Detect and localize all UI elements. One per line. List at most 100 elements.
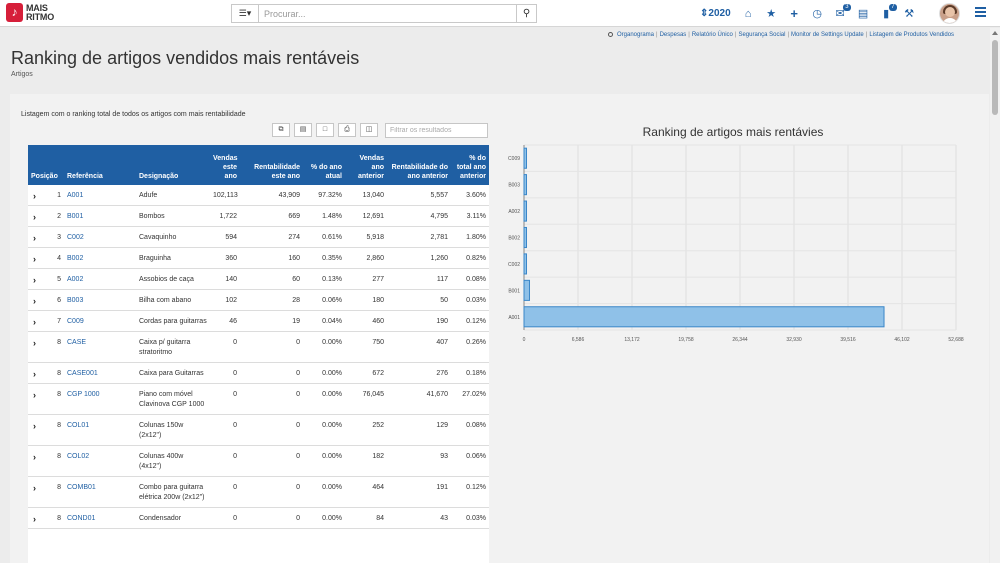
row-referencia-link[interactable]: B001 — [67, 213, 84, 220]
expand-row-icon[interactable]: › — [33, 275, 36, 285]
menu-icon[interactable] — [975, 7, 986, 19]
ranking-table-container[interactable]: Posição Referência Designação Vendas est… — [28, 145, 489, 563]
home-icon[interactable]: ⌂ — [744, 7, 752, 20]
row-referencia-link[interactable]: COMB01 — [67, 484, 96, 491]
expand-row-icon[interactable]: › — [33, 369, 36, 379]
row-referencia-link[interactable]: COL01 — [67, 422, 90, 429]
col-header-referencia[interactable]: Referência — [64, 145, 136, 185]
table-row[interactable]: › 5 A002 Assobios de caça 140 60 0.13% 277 117 0.… — [28, 268, 489, 290]
col-header-posicao[interactable]: Posição — [28, 145, 64, 185]
row-designacao: Colunas 400w (4x12") — [139, 453, 184, 470]
search-icon[interactable]: ⚲ — [516, 5, 536, 22]
expand-row-icon[interactable]: › — [33, 338, 36, 348]
table-row[interactable]: › 8 CGP 1000 Piano com móvel Clavinova CGP … — [28, 383, 489, 415]
chart-bar[interactable] — [523, 174, 527, 196]
quick-link[interactable]: Organograma — [617, 32, 655, 38]
expand-row-icon[interactable]: › — [33, 254, 36, 264]
row-referencia-link[interactable]: C009 — [67, 318, 84, 325]
expand-row-icon[interactable]: › — [33, 191, 36, 201]
calendar-icon[interactable]: ▤ — [857, 7, 869, 20]
search-scope-dropdown[interactable]: ☰▾ — [232, 5, 259, 22]
filter-input[interactable] — [385, 123, 488, 138]
quick-link[interactable]: Monitor de Settings Update — [791, 32, 864, 38]
row-referencia-link[interactable]: COND01 — [67, 515, 96, 522]
table-row[interactable]: › 7 C009 Cordas para guitarras 46 19 0.04% 460 1… — [28, 310, 489, 332]
table-row[interactable]: › 8 COL02 Colunas 400w (4x12") 0 0 0.00% 182 93 0… — [28, 445, 489, 477]
expand-row-icon[interactable]: › — [33, 317, 36, 327]
clock-icon[interactable]: ◷ — [812, 7, 822, 20]
table-row[interactable]: › 8 COL01 Colunas 150w (2x12") 0 0 0.00% 252 129… — [28, 414, 489, 446]
chart-bar[interactable] — [523, 306, 885, 328]
table-row[interactable]: › 4 B002 Braguinha 360 160 0.35% 2,860 1,260 0.82… — [28, 247, 489, 269]
table-row[interactable]: › 8 COND01 Condensador 0 0 0.00% 84 43 0.03% — [28, 507, 489, 529]
expand-row-icon[interactable]: › — [33, 452, 36, 462]
print-icon[interactable]: ⎙ — [338, 123, 356, 137]
table-row[interactable]: › 8 CASE Caixa p/ guitarra stratoritmo 0 0 0.0… — [28, 331, 489, 363]
breadcrumb[interactable]: Artigos — [11, 71, 33, 78]
table-row[interactable]: › 8 COMB01 Combo para guitarra elétrica 200… — [28, 476, 489, 508]
row-designacao: Cavaquinho — [139, 234, 177, 241]
row-pct-anterior: 0.08% — [466, 422, 486, 429]
col-header-pct-atual[interactable]: % do ano atual — [303, 145, 345, 185]
app-logo[interactable]: ♪ MAIS RITMO — [6, 3, 54, 22]
col-header-rentabilidade-anterior[interactable]: Rentabilidade do ano anterior — [387, 145, 451, 185]
row-referencia-link[interactable]: C002 — [67, 234, 84, 241]
user-avatar[interactable] — [939, 3, 960, 24]
expand-row-icon[interactable]: › — [33, 212, 36, 222]
table-row[interactable]: › 2 B001 Bombos 1,722 669 1.48% 12,691 4,795 3.11… — [28, 205, 489, 227]
columns-icon[interactable]: ◫ — [360, 123, 378, 137]
chart-tick-label: 6,586 — [572, 337, 585, 343]
row-designacao: Condensador — [139, 515, 182, 522]
row-referencia-link[interactable]: B002 — [67, 255, 84, 262]
table-row[interactable]: › 3 C002 Cavaquinho 594 274 0.61% 5,918 2,781 1.8… — [28, 226, 489, 248]
col-header-rentabilidade[interactable]: Rentabilidade este ano — [240, 145, 303, 185]
chart-bar[interactable] — [523, 147, 527, 169]
messages-icon[interactable]: ✉ 3 — [835, 3, 851, 20]
chart-bar[interactable] — [523, 226, 527, 249]
chat-icon[interactable]: ▮ 7 — [883, 3, 897, 20]
expand-row-icon[interactable]: › — [33, 483, 36, 493]
row-referencia-link[interactable]: CGP 1000 — [67, 391, 100, 398]
table-header-row: Posição Referência Designação Vendas est… — [28, 145, 489, 185]
expand-row-icon[interactable]: › — [33, 514, 36, 524]
quick-link[interactable]: Relatório Único — [691, 32, 733, 38]
quick-link[interactable]: Segurança Social — [738, 32, 786, 38]
table-row[interactable]: › 1 A001 Adufe 102,113 43,909 97.32% 13,040 5,55… — [28, 185, 489, 206]
expand-row-icon[interactable]: › — [33, 233, 36, 243]
table-row[interactable]: › 8 CASE001 Caixa para Guitarras 0 0 0.00% 672 2… — [28, 362, 489, 384]
col-header-pct-anterior[interactable]: % do total ano anterior — [451, 145, 489, 185]
quick-link[interactable]: Despesas — [659, 32, 687, 38]
row-vendas-anterior: 182 — [372, 453, 384, 460]
col-header-vendas-anterior[interactable]: Vendas ano anterior — [345, 145, 387, 185]
table-row[interactable]: › 6 B003 Bilha com abano 102 28 0.06% 180 50 0.03… — [28, 289, 489, 311]
settings-icon[interactable] — [608, 32, 613, 37]
expand-row-icon[interactable]: › — [33, 390, 36, 400]
row-referencia-link[interactable]: A001 — [67, 192, 84, 199]
row-referencia-link[interactable]: CASE — [67, 339, 87, 346]
row-referencia-link[interactable]: B003 — [67, 297, 84, 304]
expand-row-icon[interactable]: › — [33, 421, 36, 431]
export-pdf-icon[interactable]: □ — [316, 123, 334, 137]
copy-icon[interactable]: ⧉ — [272, 123, 290, 137]
row-referencia-link[interactable]: COL02 — [67, 453, 90, 460]
chart-bar[interactable] — [523, 200, 527, 222]
chart-bar[interactable] — [523, 253, 527, 275]
expand-row-icon[interactable]: › — [33, 296, 36, 306]
star-icon[interactable]: ★ — [766, 7, 777, 20]
chart-bar[interactable] — [523, 279, 530, 301]
row-referencia-link[interactable]: CASE001 — [67, 370, 98, 377]
col-header-vendas[interactable]: Vendas este ano — [210, 145, 240, 185]
wrench-icon[interactable]: ⚒ — [904, 7, 915, 20]
chart-category-label: B003 — [508, 183, 520, 189]
quick-link[interactable]: Listagem de Produtos Vendidos — [869, 32, 955, 38]
year-selector[interactable]: ⇕2020 — [700, 8, 731, 19]
row-referencia-link[interactable]: A002 — [67, 276, 84, 283]
scroll-up-icon[interactable] — [992, 31, 998, 35]
page-scrollbar[interactable] — [990, 28, 1000, 563]
col-header-designacao[interactable]: Designação — [136, 145, 210, 185]
plus-icon[interactable]: + — [790, 5, 798, 21]
row-posicao: 8 — [57, 484, 61, 491]
scrollbar-thumb[interactable] — [992, 40, 998, 115]
export-excel-icon[interactable]: ▤ — [294, 123, 312, 137]
search-input[interactable] — [259, 5, 516, 22]
